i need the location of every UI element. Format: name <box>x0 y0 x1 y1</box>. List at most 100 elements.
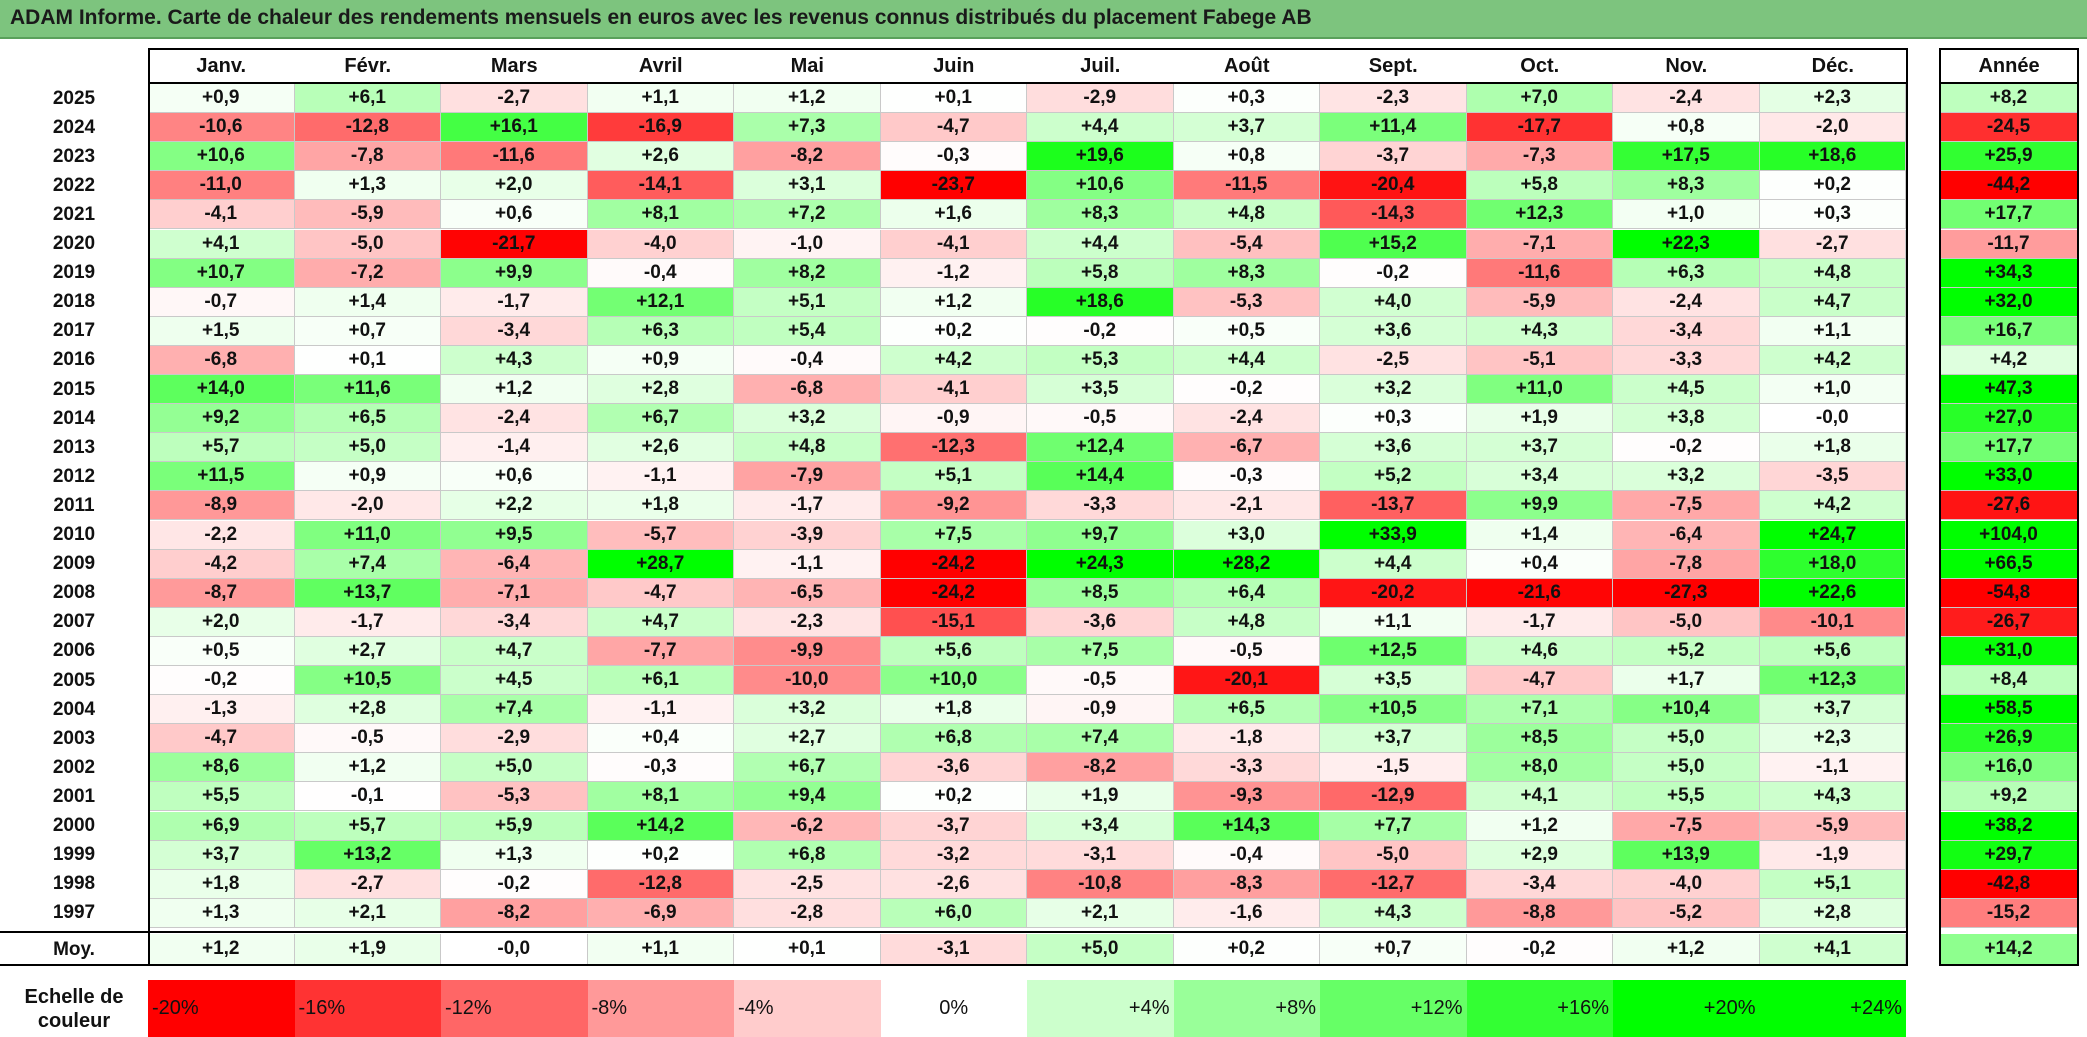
heatmap-cell: +2,0 <box>148 607 295 637</box>
annual-cell: -44,2 <box>1939 171 2079 201</box>
heatmap-cell: +3,4 <box>1466 462 1613 492</box>
heatmap-cell: +5,7 <box>148 433 295 463</box>
heatmap-cell: +5,4 <box>734 316 881 346</box>
heatmap-cell: +3,1 <box>734 171 881 201</box>
heatmap-cell: -15,1 <box>880 607 1027 637</box>
heatmap-cell: +2,3 <box>1759 84 1906 114</box>
heatmap-cell: +1,3 <box>294 171 441 201</box>
heatmap-cell: +2,1 <box>1027 898 1174 928</box>
heatmap-cell: +0,1 <box>294 345 441 375</box>
month-header: Janv. <box>196 54 247 77</box>
heatmap-cell: -12,8 <box>294 113 441 143</box>
heatmap-cell: -2,4 <box>1613 287 1760 317</box>
annual-cell: +8,2 <box>1939 84 2079 114</box>
heatmap-cell: +14,4 <box>1027 462 1174 492</box>
heatmap-cell: -2,4 <box>441 404 588 434</box>
heatmap-cell: +0,3 <box>1173 84 1320 114</box>
heatmap-cell: +1,3 <box>441 840 588 870</box>
heatmap-cell: +1,2 <box>734 84 881 114</box>
annual-cell: +32,0 <box>1939 287 2079 317</box>
heatmap-cell: -1,2 <box>880 258 1027 288</box>
heatmap-cell: -3,5 <box>1759 462 1906 492</box>
year-label: 1998 <box>52 873 96 895</box>
heatmap-cell: -12,7 <box>1320 869 1467 899</box>
heatmap-cell: -21,6 <box>1466 578 1613 608</box>
average-cell: +4,1 <box>1759 933 1906 966</box>
annual-cell: +34,3 <box>1939 258 2079 288</box>
heatmap-cell: +18,0 <box>1759 549 1906 579</box>
heatmap-cell: -9,2 <box>880 491 1027 521</box>
heatmap-cell: +8,6 <box>148 753 295 783</box>
heatmap-cell: +3,2 <box>734 695 881 725</box>
average-cell: +0,2 <box>1173 933 1320 966</box>
heatmap-cell: +6,8 <box>734 840 881 870</box>
heatmap-cell: +4,8 <box>734 433 881 463</box>
color-scale-swatch: 0% <box>880 980 1027 1037</box>
year-label: 2006 <box>52 640 96 662</box>
annual-cell: +17,7 <box>1939 433 2079 463</box>
heatmap-cell: +0,5 <box>1173 316 1320 346</box>
heatmap-cell: -0,4 <box>587 258 734 288</box>
average-cell: +1,2 <box>1613 933 1760 966</box>
heatmap-cell: +0,5 <box>148 636 295 666</box>
heatmap-cell: -7,9 <box>734 462 881 492</box>
heatmap-cell: +5,0 <box>441 753 588 783</box>
heatmap-cell: -3,7 <box>1320 142 1467 172</box>
heatmap-cell: +0,6 <box>441 462 588 492</box>
annual-cell: +66,5 <box>1939 549 2079 579</box>
heatmap-cell: +6,5 <box>1173 695 1320 725</box>
heatmap-cell: -3,3 <box>1613 345 1760 375</box>
heatmap-cell: +4,5 <box>441 666 588 696</box>
heatmap-cell: +3,5 <box>1320 666 1467 696</box>
color-scale-title-line1: Echelle de <box>24 985 124 1008</box>
heatmap-cell: -5,4 <box>1173 229 1320 259</box>
heatmap-cell: -20,1 <box>1173 666 1320 696</box>
color-scale-swatch: -16% <box>294 980 441 1037</box>
heatmap-cell: -3,9 <box>734 520 881 550</box>
heatmap-cell: +19,6 <box>1027 142 1174 172</box>
annual-cell: +17,7 <box>1939 200 2079 230</box>
heatmap-cell: -12,9 <box>1320 782 1467 812</box>
annual-cell: +8,4 <box>1939 666 2079 696</box>
heatmap-cell: -6,9 <box>587 898 734 928</box>
heatmap-cell: -7,3 <box>1466 142 1613 172</box>
heatmap-cell: -3,6 <box>1027 607 1174 637</box>
heatmap-cell: +14,2 <box>587 811 734 841</box>
heatmap-cell: -4,0 <box>1613 869 1760 899</box>
heatmap-cell: +9,4 <box>734 782 881 812</box>
heatmap-cell: +24,3 <box>1027 549 1174 579</box>
heatmap-cell: -6,5 <box>734 578 881 608</box>
heatmap-cell: +3,7 <box>1759 695 1906 725</box>
heatmap-cell: +0,8 <box>1613 113 1760 143</box>
heatmap-cell: +5,0 <box>294 433 441 463</box>
heatmap-cell: -7,5 <box>1613 491 1760 521</box>
year-label: 2013 <box>52 436 96 458</box>
heatmap-cell: -6,8 <box>734 375 881 405</box>
heatmap-cell: +3,7 <box>1173 113 1320 143</box>
heatmap-cell: +6,0 <box>880 898 1027 928</box>
heatmap-cell: -14,1 <box>587 171 734 201</box>
heatmap-cell: +8,3 <box>1173 258 1320 288</box>
heatmap-cell: -0,5 <box>1027 404 1174 434</box>
annual-cell: +26,9 <box>1939 724 2079 754</box>
heatmap-cell: +6,1 <box>587 666 734 696</box>
annual-cell: -54,8 <box>1939 578 2079 608</box>
average-label: Moy. <box>53 938 95 960</box>
heatmap-cell: +11,4 <box>1320 113 1467 143</box>
heatmap-cell: -5,7 <box>587 520 734 550</box>
average-annual-cell: +14,2 <box>1939 933 2079 966</box>
heatmap-cell: -12,8 <box>587 869 734 899</box>
heatmap-cell: +1,4 <box>1466 520 1613 550</box>
heatmap-cell: -5,1 <box>1466 345 1613 375</box>
heatmap-cell: +3,2 <box>1613 462 1760 492</box>
heatmap-cell: +13,7 <box>294 578 441 608</box>
heatmap-cell: +1,0 <box>1613 200 1760 230</box>
year-label: 2025 <box>52 87 96 109</box>
heatmap-cell: +4,3 <box>1466 316 1613 346</box>
heatmap-cell: -1,1 <box>1759 753 1906 783</box>
heatmap-cell: +3,7 <box>1320 724 1467 754</box>
heatmap-cell: -1,4 <box>441 433 588 463</box>
heatmap-cell: +4,7 <box>441 636 588 666</box>
heatmap-cell: -2,9 <box>441 724 588 754</box>
month-header: Juin <box>933 54 975 77</box>
